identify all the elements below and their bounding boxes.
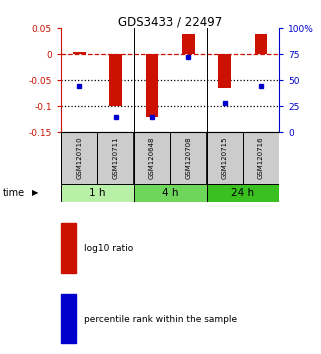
Bar	[255, 34, 267, 54]
Bar	[61, 223, 76, 273]
Text: GSM120648: GSM120648	[149, 137, 155, 179]
Text: 4 h: 4 h	[162, 188, 178, 198]
Bar	[97, 132, 134, 184]
Bar	[206, 132, 243, 184]
Title: GDS3433 / 22497: GDS3433 / 22497	[118, 15, 222, 28]
Bar	[61, 294, 76, 343]
Bar	[182, 34, 195, 54]
Text: percentile rank within the sample: percentile rank within the sample	[83, 315, 237, 324]
Bar	[109, 54, 122, 106]
Bar	[170, 132, 206, 184]
Bar	[134, 132, 170, 184]
Text: time: time	[3, 188, 25, 198]
Bar	[61, 132, 97, 184]
Bar	[134, 184, 206, 202]
Text: GSM120716: GSM120716	[258, 137, 264, 179]
Text: GSM120710: GSM120710	[76, 137, 82, 179]
Bar	[61, 184, 134, 202]
Text: GSM120711: GSM120711	[113, 137, 118, 179]
Bar	[243, 132, 279, 184]
Text: GSM120708: GSM120708	[185, 137, 191, 179]
Text: ▶: ▶	[32, 188, 39, 198]
Text: log10 ratio: log10 ratio	[83, 244, 133, 253]
Bar	[206, 184, 279, 202]
Text: 24 h: 24 h	[231, 188, 255, 198]
Bar	[145, 54, 158, 116]
Bar	[73, 52, 85, 54]
Text: GSM120715: GSM120715	[222, 137, 228, 179]
Bar	[218, 54, 231, 88]
Text: 1 h: 1 h	[89, 188, 106, 198]
